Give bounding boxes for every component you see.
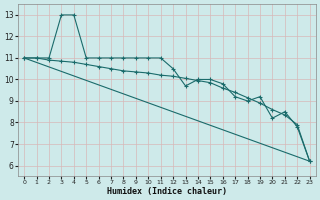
X-axis label: Humidex (Indice chaleur): Humidex (Indice chaleur)	[107, 187, 227, 196]
